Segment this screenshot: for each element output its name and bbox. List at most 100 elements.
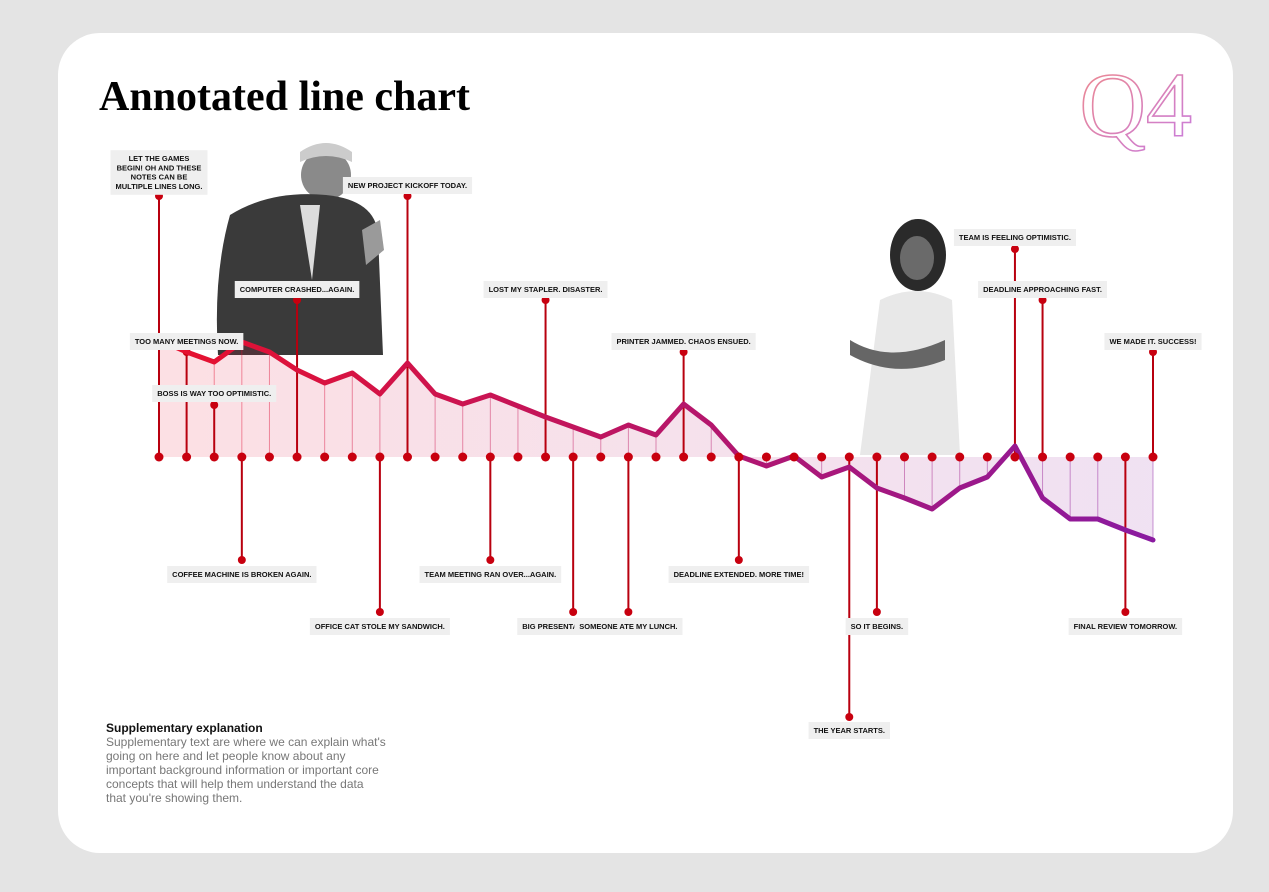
annotation-bg — [574, 618, 683, 635]
annotation-cap — [237, 556, 246, 564]
annotation: DEADLINE APPROACHING FAST. — [978, 281, 1108, 298]
annotation-bg — [1068, 618, 1183, 635]
annotation-bg — [234, 281, 360, 298]
baseline-dot — [844, 452, 854, 462]
annotation-bg — [845, 618, 909, 635]
annotation-cap — [872, 608, 881, 616]
annotation-bg — [167, 566, 317, 583]
annotation-cap — [624, 608, 633, 616]
baseline-dot — [347, 452, 357, 462]
baseline-dot — [1065, 452, 1075, 462]
baseline-dot — [375, 452, 385, 462]
plot: LET THE GAMES BEGIN! OH AND THESE NOTES CA… — [110, 150, 1202, 739]
baseline-dot — [320, 452, 330, 462]
annotation-cap — [1010, 245, 1019, 253]
annotation: NEW PROJECT KICKOFF TODAY. — [342, 177, 473, 194]
annotation-label: TEAM MEETING RAN OVER...AGAIN. — [424, 570, 556, 579]
annotation-cap — [845, 713, 854, 721]
baseline-dot — [1038, 452, 1048, 462]
annotation: TEAM MEETING RAN OVER...AGAIN. — [419, 566, 562, 583]
title: Annotated line chart — [99, 74, 470, 120]
annotation-label: FINAL REVIEW TOMORROW. — [1074, 622, 1177, 631]
baseline-dot — [513, 452, 523, 462]
annotation: TOO MANY MEETINGS NOW. — [129, 333, 244, 350]
annotation-cap — [486, 556, 495, 564]
baseline-dot — [430, 452, 440, 462]
annotation-bg — [953, 229, 1076, 246]
annotation-label: LET THE GAMES BEGIN! OH AND THESE NOTES CA… — [116, 154, 203, 191]
annotation-label: TEAM IS FEELING OPTIMISTIC. — [959, 233, 1071, 242]
baseline-dot — [485, 452, 495, 462]
annotation-cap — [734, 556, 743, 564]
annotation: FINAL REVIEW TOMORROW. — [1068, 618, 1183, 635]
baseline-dot — [154, 452, 164, 462]
baseline-dot — [596, 452, 606, 462]
annotation-bg — [152, 385, 277, 402]
annotation-label: PRINTER JAMMED. CHAOS ENSUED. — [617, 337, 751, 346]
annotation: WE MADE IT. SUCCESS! — [1104, 333, 1202, 350]
baseline-dot — [900, 452, 909, 462]
baseline-dot — [237, 452, 247, 462]
annotation: SO IT BEGINS. — [845, 618, 909, 635]
annotation: TEAM IS FEELING OPTIMISTIC. — [953, 229, 1076, 246]
annotation-cap — [375, 608, 384, 616]
baseline-dot — [292, 452, 302, 462]
baseline-dot — [403, 452, 412, 462]
baseline-dot — [1010, 452, 1020, 462]
baseline-dot — [209, 452, 219, 462]
person-right — [850, 219, 960, 455]
note-title: Supplementary explanation — [106, 721, 263, 735]
baseline-dot — [541, 452, 551, 462]
annotation: LOST MY STAPLER. DISASTER. — [483, 281, 608, 298]
baseline-dot — [1093, 452, 1103, 462]
baseline-dot — [761, 452, 771, 462]
annotation: LET THE GAMES BEGIN! OH AND THESE NOTES CA… — [110, 150, 208, 195]
annotation-bg — [483, 281, 608, 298]
baseline-dot — [458, 452, 468, 462]
annotation-bg — [129, 333, 244, 350]
annotation-cap — [1121, 608, 1130, 616]
annotation: OFFICE CAT STOLE MY SANDWICH. — [309, 618, 450, 635]
baseline-dot — [679, 452, 689, 462]
annotation: DEADLINE EXTENDED. MORE TIME! — [668, 566, 810, 583]
annotation-label: OFFICE CAT STOLE MY SANDWICH. — [315, 622, 445, 631]
annotation-label: COFFEE MACHINE IS BROKEN AGAIN. — [172, 570, 311, 579]
baseline-dot — [982, 452, 992, 462]
annotation-bg — [611, 333, 756, 350]
annotation: THE YEAR STARTS. — [808, 722, 890, 739]
baseline-dot — [651, 452, 661, 462]
annotation-label: NEW PROJECT KICKOFF TODAY. — [348, 181, 467, 190]
annotation-label: BIG PRESENTATION TODAY. — [522, 622, 624, 631]
baseline-dot — [568, 452, 578, 462]
annotation: SOMEONE ATE MY LUNCH. — [574, 618, 683, 635]
annotation-bg — [978, 281, 1108, 298]
annotation-label: SO IT BEGINS. — [851, 622, 904, 631]
annotation-label: DEADLINE APPROACHING FAST. — [983, 285, 1102, 294]
baseline-dot — [706, 452, 716, 462]
annotation-bg — [1104, 333, 1202, 350]
annotation-bg — [342, 177, 473, 194]
annotation: PRINTER JAMMED. CHAOS ENSUED. — [611, 333, 756, 350]
annotation-label: TOO MANY MEETINGS NOW. — [135, 337, 238, 346]
annotation-bg — [110, 150, 208, 195]
annotation-label: COMPUTER CRASHED...AGAIN. — [240, 285, 355, 294]
baseline-dot — [789, 452, 799, 462]
annotation: COFFEE MACHINE IS BROKEN AGAIN. — [167, 566, 317, 583]
baseline-dot — [734, 452, 744, 462]
note-text: Supplementary text are where we can expl… — [106, 735, 386, 805]
annotation-label: THE YEAR STARTS. — [814, 726, 885, 735]
badge: Q4 — [1080, 54, 1192, 156]
annotation-label: LOST MY STAPLER. DISASTER. — [489, 285, 603, 294]
baseline-dot — [1148, 452, 1158, 462]
annotation: COMPUTER CRASHED...AGAIN. — [234, 281, 360, 298]
baseline-dot — [1120, 452, 1130, 462]
line — [156, 337, 1156, 543]
annotation-bg — [808, 722, 890, 739]
annotation-cap — [210, 401, 219, 409]
baseline-dot — [623, 452, 633, 462]
baseline-dot — [872, 452, 882, 462]
annotation: BOSS IS WAY TOO OPTIMISTIC. — [152, 385, 277, 402]
baseline-dot — [182, 452, 192, 462]
